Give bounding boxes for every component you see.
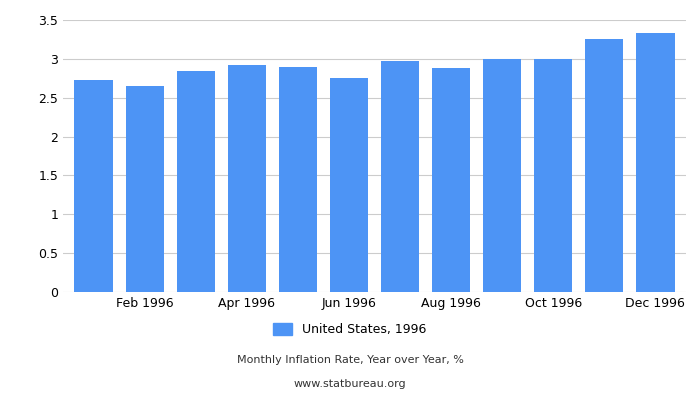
Text: Monthly Inflation Rate, Year over Year, %: Monthly Inflation Rate, Year over Year, …: [237, 355, 463, 365]
Bar: [125, 86, 164, 292]
Legend: United States, 1996: United States, 1996: [268, 318, 432, 341]
Bar: [534, 59, 573, 292]
Bar: [585, 39, 624, 292]
Bar: [636, 33, 675, 292]
Bar: [483, 59, 522, 292]
Bar: [74, 80, 113, 292]
Bar: [279, 67, 317, 292]
Text: www.statbureau.org: www.statbureau.org: [294, 379, 406, 389]
Bar: [432, 68, 470, 292]
Bar: [176, 71, 215, 292]
Bar: [330, 78, 368, 292]
Bar: [381, 61, 419, 292]
Bar: [228, 65, 266, 292]
